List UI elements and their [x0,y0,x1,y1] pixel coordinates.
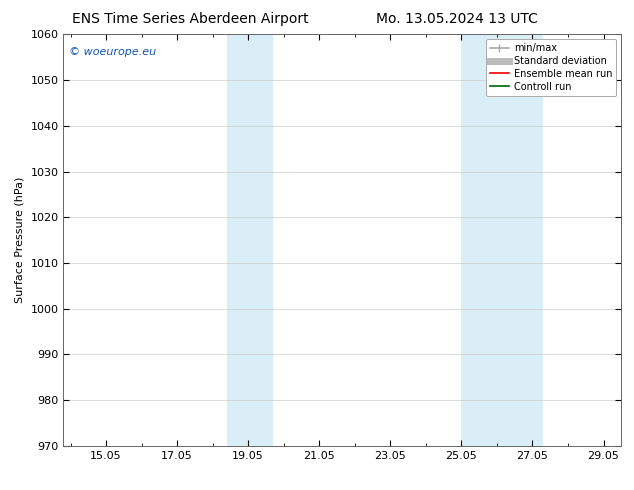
Bar [227,34,248,446]
Y-axis label: Surface Pressure (hPa): Surface Pressure (hPa) [15,177,25,303]
Text: Mo. 13.05.2024 13 UTC: Mo. 13.05.2024 13 UTC [375,12,538,26]
Text: ENS Time Series Aberdeen Airport: ENS Time Series Aberdeen Airport [72,12,309,26]
Bar [479,34,543,446]
Legend: min/max, Standard deviation, Ensemble mean run, Controll run: min/max, Standard deviation, Ensemble me… [486,39,616,96]
Text: © woeurope.eu: © woeurope.eu [69,47,156,57]
Bar [248,34,273,446]
Bar [462,34,479,446]
